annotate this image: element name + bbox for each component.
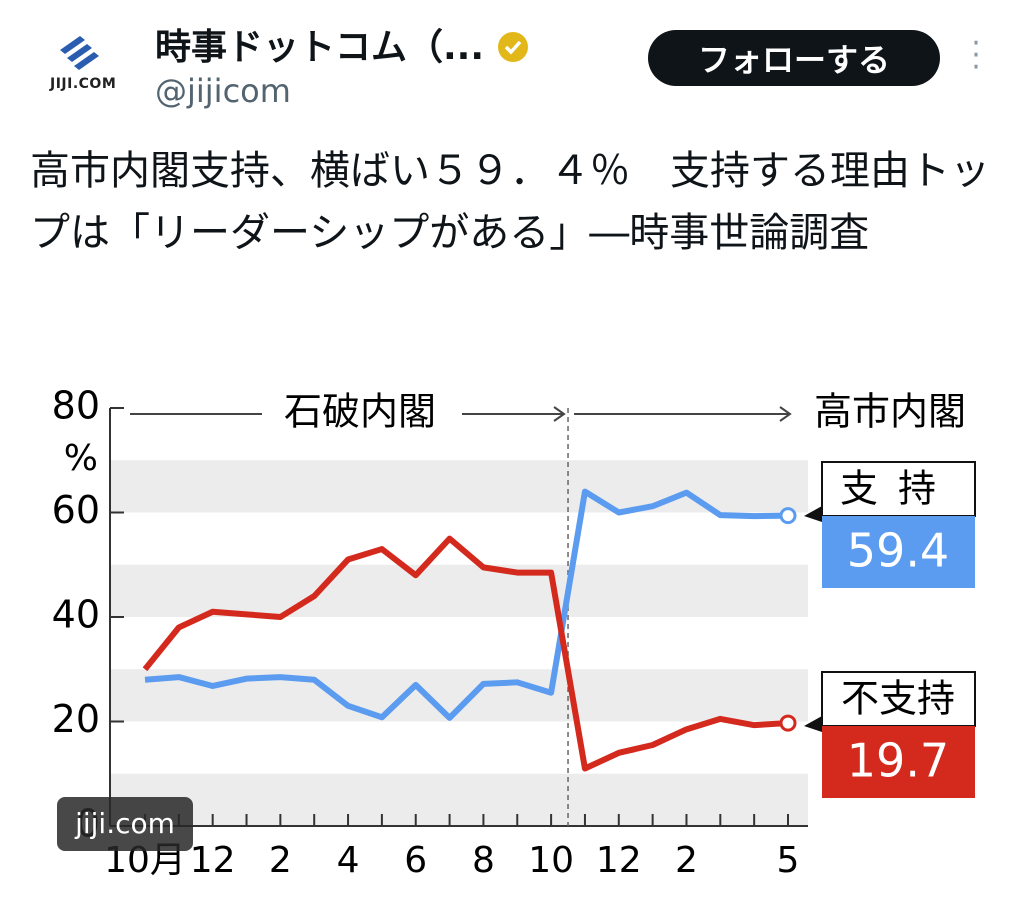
value-label: 19.7 bbox=[847, 734, 949, 788]
x-tick-label: 2 bbox=[269, 840, 292, 881]
series-line bbox=[144, 488, 789, 721]
y-tick-label: 60 bbox=[52, 488, 100, 532]
legend-label: 支持 bbox=[840, 467, 956, 511]
more-menu[interactable]: · · · bbox=[971, 26, 981, 85]
period-label: 高市内閣 bbox=[814, 390, 966, 434]
watermark-bg bbox=[57, 797, 193, 851]
y-tick-label: 80 bbox=[52, 384, 100, 428]
account-name[interactable]: 時事ドットコム（... bbox=[155, 18, 529, 70]
x-tick-label: 2 bbox=[675, 840, 698, 881]
x-tick-label: 10 bbox=[528, 840, 574, 881]
tweet-text: 高市内閣支持、横ばい５９．４％ 支持する理由トップは「リーダーシップがある」―時… bbox=[30, 148, 990, 256]
x-tick-label: 8 bbox=[472, 840, 495, 881]
label-value-box bbox=[822, 726, 975, 798]
account-handle[interactable]: @jijicom bbox=[155, 72, 291, 110]
logo-text: JIJI.COM bbox=[50, 76, 117, 92]
label-pointer bbox=[804, 506, 822, 522]
period-label: 石破内閣 bbox=[284, 390, 436, 434]
grid-band bbox=[110, 460, 808, 513]
value-label: 59.4 bbox=[847, 524, 949, 578]
period-arrowhead bbox=[779, 406, 792, 422]
label-pointer bbox=[804, 716, 822, 732]
grid-band bbox=[110, 564, 808, 617]
x-tick-label: 6 bbox=[404, 840, 427, 881]
x-tick-label: 12 bbox=[596, 840, 642, 881]
x-tick-label: 12 bbox=[190, 840, 236, 881]
label-name-box bbox=[821, 671, 976, 727]
account-name-text: 時事ドットコム（... bbox=[155, 27, 485, 68]
watermark: jiji.com bbox=[74, 807, 175, 840]
end-marker bbox=[779, 507, 797, 525]
y-tick-label: 20 bbox=[52, 697, 100, 741]
end-marker bbox=[779, 714, 797, 732]
x-tick-label: 5 bbox=[777, 840, 800, 881]
grid-band bbox=[110, 669, 808, 722]
y-tick-label: 40 bbox=[52, 593, 100, 637]
period-arrowhead bbox=[553, 406, 566, 422]
grid-band bbox=[110, 773, 808, 826]
legend-label: 不支持 bbox=[841, 677, 955, 721]
series-line bbox=[142, 535, 789, 772]
logo-icon bbox=[60, 36, 99, 70]
follow-button[interactable]: フォローする bbox=[648, 30, 940, 86]
chart: 020406080%10月122468101225石破内閣高市内閣支持59.4不… bbox=[52, 384, 976, 881]
y-unit: % bbox=[64, 438, 98, 479]
verified-badge bbox=[497, 32, 528, 62]
label-value-box bbox=[822, 516, 975, 588]
x-tick-label: 4 bbox=[337, 840, 360, 881]
